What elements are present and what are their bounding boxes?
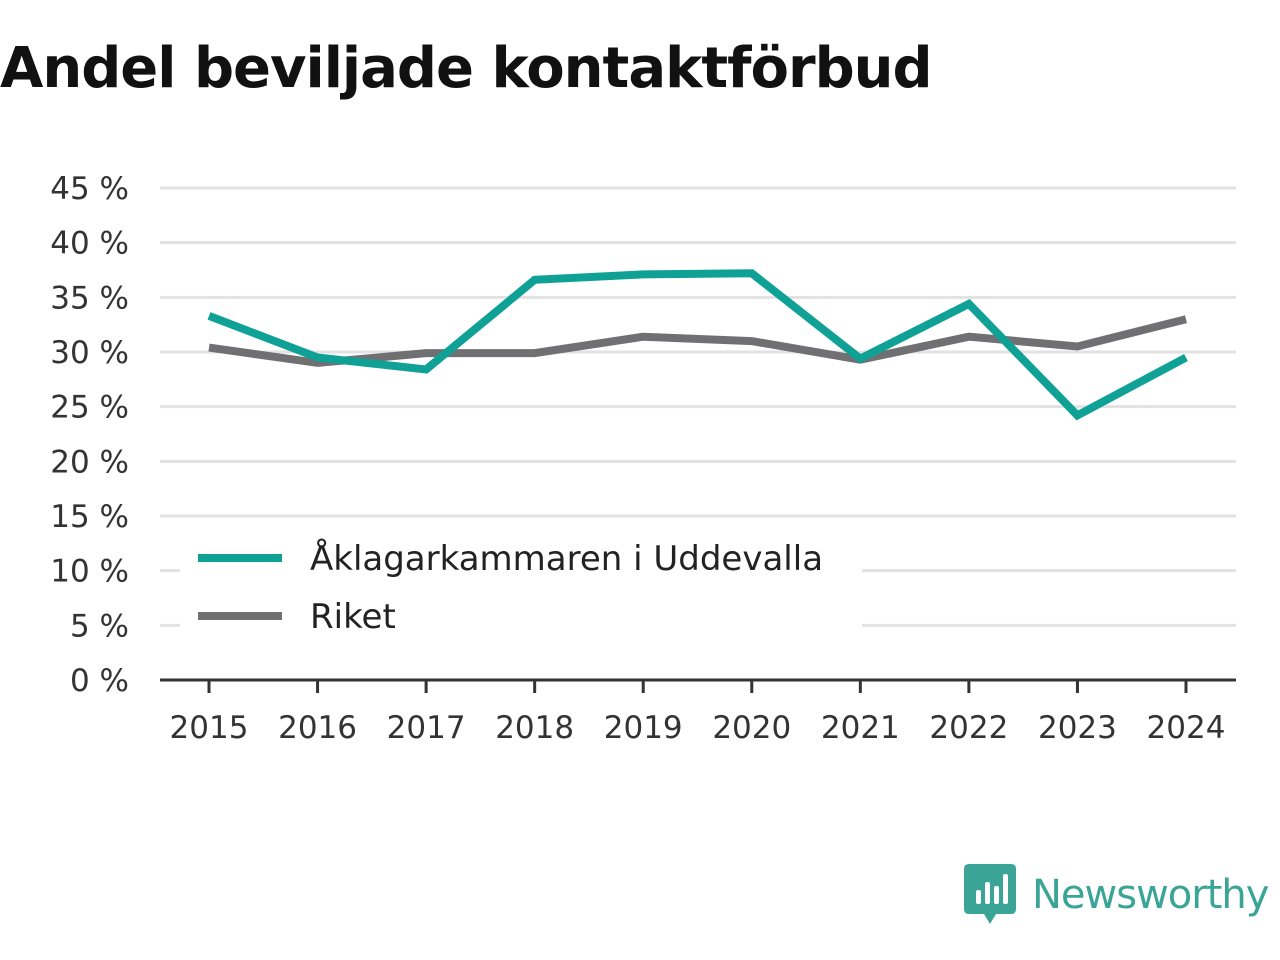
x-tick-label: 2023 bbox=[1038, 710, 1117, 746]
legend-label: Riket bbox=[310, 597, 396, 637]
series-line-uddevalla bbox=[207, 269, 1188, 421]
x-tick-label: 2018 bbox=[495, 710, 574, 746]
y-tick-label: 5 % bbox=[70, 608, 129, 644]
x-tick-label: 2024 bbox=[1147, 710, 1226, 746]
y-tick-label: 45 % bbox=[50, 171, 129, 207]
legend: Åklagarkammaren i Uddevalla Riket bbox=[180, 528, 862, 638]
legend-label: Åklagarkammaren i Uddevalla bbox=[310, 538, 823, 579]
brand-logo: Newsworthy bbox=[964, 864, 1269, 926]
x-tick-label: 2021 bbox=[821, 710, 900, 746]
y-tick-label: 25 % bbox=[50, 390, 129, 426]
chart-title: Andel beviljade kontaktförbud bbox=[0, 36, 933, 101]
y-tick-label: 20 % bbox=[50, 444, 129, 480]
y-tick-label: 0 % bbox=[70, 663, 129, 699]
x-tick-label: 2016 bbox=[278, 710, 357, 746]
x-tick-label: 2022 bbox=[929, 710, 1008, 746]
series-line-riket bbox=[208, 315, 1187, 367]
series-lines bbox=[207, 269, 1188, 421]
y-tick-label: 35 % bbox=[50, 280, 129, 316]
x-tick-label: 2015 bbox=[170, 710, 249, 746]
y-tick-label: 10 % bbox=[50, 554, 129, 590]
brand-name: Newsworthy bbox=[1032, 872, 1269, 918]
x-axis bbox=[160, 678, 1236, 693]
newsworthy-logo-icon bbox=[964, 864, 1016, 924]
x-tick-label: 2020 bbox=[712, 710, 791, 746]
x-axis-tick-labels: 2015 2016 2017 2018 2019 2020 2021 2022 2023 2024 bbox=[170, 710, 1226, 746]
y-axis-tick-labels: 0 % 5 % 10 % 15 % 20 % 25 % 30 % 35 % 40 % 45 % bbox=[50, 171, 129, 699]
x-tick-label: 2019 bbox=[604, 710, 683, 746]
legend-background bbox=[180, 528, 862, 638]
y-tick-label: 15 % bbox=[50, 499, 129, 535]
x-tick-label: 2017 bbox=[387, 710, 466, 746]
y-tick-label: 40 % bbox=[50, 226, 129, 262]
line-chart: 0 % 5 % 10 % 15 % 20 % 25 % 30 % 35 % 40 % 45 % 2… bbox=[50, 171, 1236, 746]
y-tick-label: 30 % bbox=[50, 335, 129, 371]
